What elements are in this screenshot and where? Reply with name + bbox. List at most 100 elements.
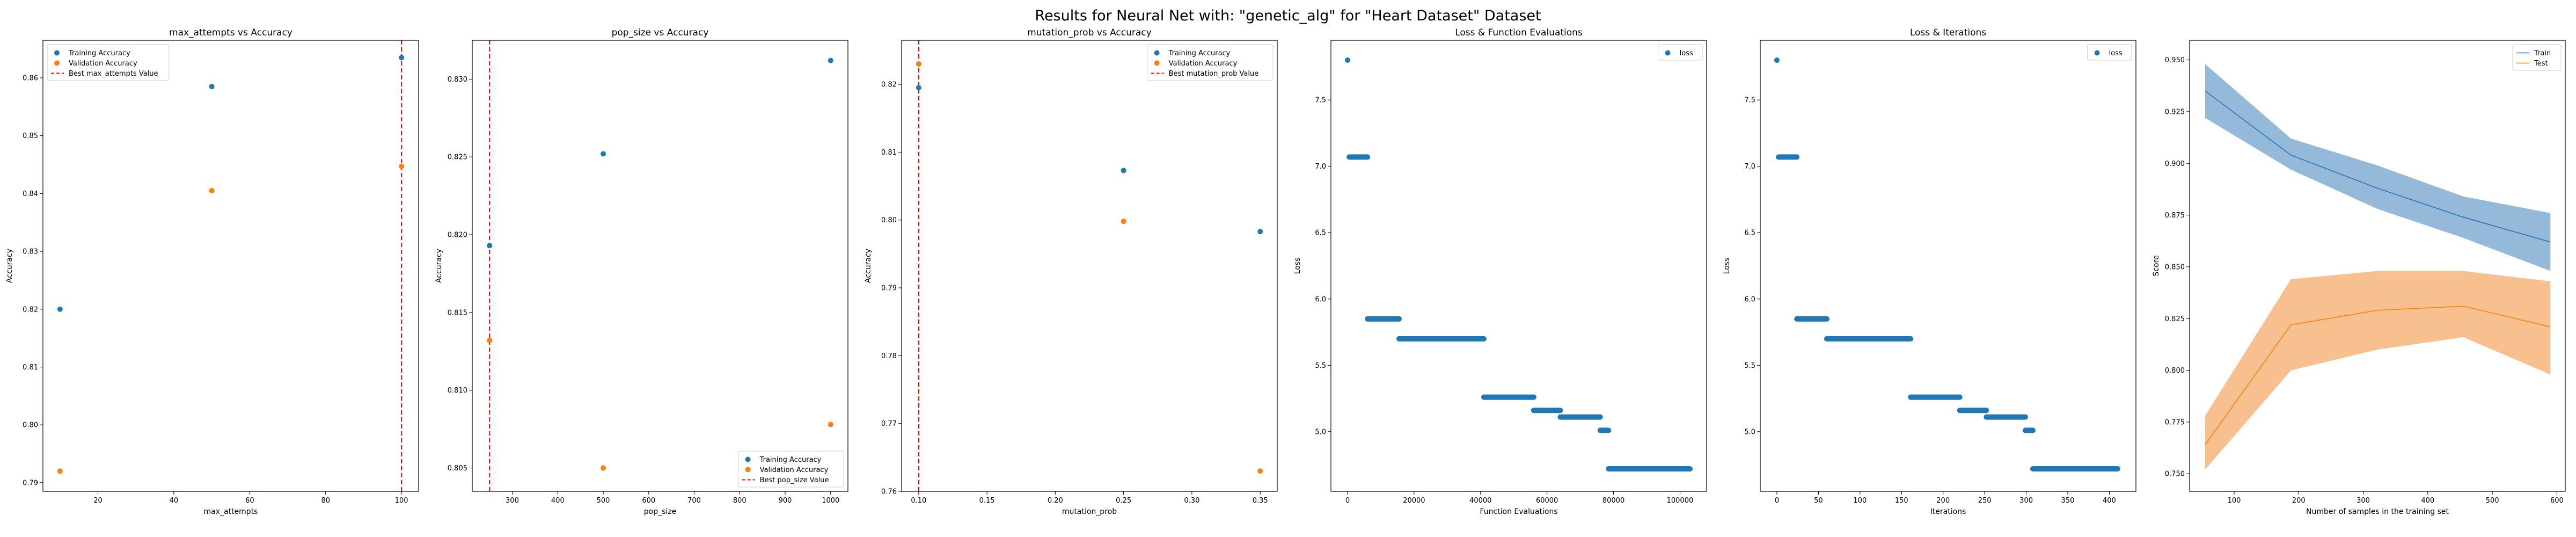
- x-tick-label: 100: [1853, 497, 1867, 505]
- x-tick-label: 600: [2550, 497, 2564, 505]
- x-tick-label: 200: [1936, 497, 1950, 505]
- legend-label: loss: [2109, 49, 2123, 57]
- plot-area: [487, 40, 833, 491]
- point-validation: [601, 465, 606, 471]
- chart-panel-1: max_attempts vs Accuracy 20 40 60 80 100 0.79 0…: [5, 27, 419, 516]
- legend-label: Best pop_size Value: [760, 476, 829, 484]
- point-training: [57, 306, 63, 312]
- plot-area: [1774, 57, 2120, 471]
- y-tick-label: 0.81: [881, 149, 897, 157]
- legend-label: Validation Accuracy: [1169, 60, 1238, 68]
- x-tick-label: 50: [1814, 497, 1823, 505]
- y-tick-label: 0.86: [23, 75, 38, 83]
- x-tick-label: 60: [245, 497, 254, 505]
- legend-marker: [1154, 60, 1160, 66]
- x-tick-label: 80000: [1602, 497, 1624, 505]
- legend-marker: [54, 50, 60, 56]
- y-tick-label: 0.82: [23, 306, 38, 314]
- panel-title: max_attempts vs Accuracy: [169, 27, 292, 38]
- legend-marker: [2094, 50, 2100, 56]
- plot-frame: [472, 40, 848, 492]
- y-tick-label: 7.5: [1744, 97, 1755, 105]
- legend-label: Train: [2534, 49, 2551, 57]
- x-tick-label: 100: [395, 497, 408, 505]
- point-training: [1121, 168, 1126, 173]
- y-tick-label: 0.875: [2165, 212, 2185, 220]
- y-tick-label: 0.900: [2165, 160, 2185, 168]
- point-validation: [828, 422, 833, 427]
- x-tick-label: 100: [2228, 497, 2241, 505]
- point-validation: [916, 61, 921, 67]
- plot-area: [916, 40, 1263, 491]
- y-tick-label: 0.82: [881, 81, 897, 89]
- point-training: [399, 55, 405, 61]
- y-tick-label: 0.925: [2165, 108, 2185, 116]
- legend-marker: [54, 60, 60, 66]
- plot-frame: [1760, 40, 2136, 492]
- x-tick-label: 900: [779, 497, 792, 505]
- legend-label: loss: [1680, 49, 1693, 57]
- x-axis-label: max_attempts: [204, 507, 258, 516]
- point-training: [828, 57, 833, 63]
- x-tick-label: 200: [2292, 497, 2306, 505]
- legend-box: [2087, 44, 2132, 61]
- point-validation: [399, 163, 405, 169]
- x-axis-label: pop_size: [644, 507, 676, 516]
- y-tick-label: 0.825: [2165, 315, 2185, 323]
- legend-label: Validation Accuracy: [760, 466, 829, 474]
- legend-label: Validation Accuracy: [69, 60, 137, 68]
- y-tick-label: 0.775: [2165, 418, 2185, 426]
- x-tick-label: 1000: [822, 497, 839, 505]
- x-tick-label: 350: [2061, 497, 2075, 505]
- y-tick-label: 0.77: [881, 420, 897, 428]
- legend-box: [1147, 44, 1274, 81]
- x-tick-label: 300: [2019, 497, 2033, 505]
- y-tick-label: 0.825: [448, 154, 467, 162]
- y-axis-label: Score: [2152, 255, 2161, 276]
- x-tick-label: 250: [1978, 497, 1992, 505]
- point-training: [601, 151, 606, 157]
- y-tick-label: 7.0: [1315, 163, 1326, 171]
- plot-frame: [42, 40, 419, 492]
- point-validation: [57, 468, 63, 474]
- x-tick-label: 600: [642, 497, 655, 505]
- y-tick-label: 0.78: [881, 352, 897, 360]
- band-test: [2205, 271, 2551, 470]
- y-tick-label: 5.0: [1315, 428, 1326, 436]
- x-tick-label: 80: [321, 497, 330, 505]
- y-tick-label: 0.830: [448, 76, 467, 84]
- x-tick-label: 0.10: [911, 497, 926, 505]
- line-train: [2205, 90, 2551, 243]
- y-tick-label: 0.850: [2165, 263, 2185, 271]
- point-training: [487, 243, 493, 249]
- legend-label: Test: [2534, 60, 2548, 68]
- chart-panel-2: pop_size vs Accuracy 300 400 500 600 700 800 90…: [435, 27, 848, 516]
- point-validation: [1121, 219, 1126, 224]
- legend-box: [738, 451, 844, 488]
- loss-point: [1344, 57, 1350, 63]
- x-tick-label: 40: [170, 497, 179, 505]
- chart-panel-5: Loss & Iterations 0 50 100 150 200 250 300 350 40…: [1723, 27, 2136, 516]
- point-training: [1257, 229, 1263, 235]
- plot-area: [57, 40, 405, 491]
- x-tick-label: 400: [2421, 497, 2434, 505]
- x-tick-label: 100000: [1667, 497, 1694, 505]
- x-tick-label: 500: [597, 497, 610, 505]
- y-tick-label: 6.0: [1744, 295, 1755, 303]
- y-tick-label: 6.5: [1315, 229, 1326, 237]
- point-validation: [1257, 468, 1263, 474]
- y-tick-label: 0.800: [2165, 367, 2185, 375]
- legend: loss: [2087, 44, 2132, 61]
- panel-title: pop_size vs Accuracy: [612, 27, 709, 38]
- point-validation: [487, 338, 493, 344]
- y-tick-label: 0.80: [881, 216, 897, 224]
- legend: Training Accuracy Validation Accuracy Best…: [47, 44, 170, 81]
- legend-label: Training Accuracy: [759, 456, 822, 464]
- legend-label: Best mutation_prob Value: [1169, 70, 1259, 78]
- band-train: [2205, 64, 2551, 271]
- y-tick-label: 5.5: [1315, 362, 1326, 370]
- point-training: [916, 85, 921, 91]
- y-tick-label: 0.820: [448, 231, 467, 240]
- legend: loss: [1658, 44, 1703, 61]
- loss-point: [1774, 57, 1780, 63]
